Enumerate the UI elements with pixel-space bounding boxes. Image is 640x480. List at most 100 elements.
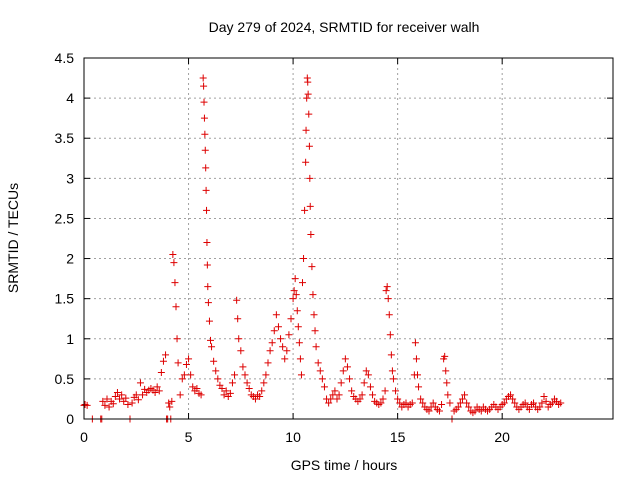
data-point bbox=[509, 395, 517, 403]
data-point bbox=[243, 379, 251, 387]
data-point bbox=[203, 239, 211, 247]
data-point bbox=[162, 351, 170, 359]
y-axis-label: SRMTID / TECUs bbox=[5, 183, 21, 293]
data-point bbox=[301, 206, 309, 214]
data-point bbox=[109, 400, 117, 408]
data-point bbox=[377, 399, 385, 407]
data-point bbox=[302, 126, 310, 134]
data-point bbox=[306, 202, 314, 210]
data-point bbox=[530, 399, 538, 407]
data-point bbox=[262, 371, 270, 379]
data-point bbox=[151, 389, 159, 397]
data-point bbox=[392, 387, 400, 395]
data-point bbox=[205, 317, 213, 325]
data-point bbox=[204, 299, 212, 307]
data-point bbox=[325, 399, 333, 407]
data-point bbox=[382, 287, 390, 295]
data-point bbox=[256, 393, 264, 401]
data-point bbox=[268, 339, 276, 347]
data-point bbox=[389, 375, 397, 383]
data-point bbox=[200, 98, 208, 106]
data-point bbox=[260, 379, 268, 387]
data-point bbox=[157, 368, 165, 376]
data-point bbox=[521, 399, 529, 407]
data-point bbox=[304, 78, 312, 86]
data-point bbox=[309, 291, 317, 299]
data-point bbox=[197, 391, 205, 399]
data-point bbox=[203, 261, 211, 269]
data-point bbox=[471, 407, 479, 415]
data-point bbox=[272, 311, 280, 319]
data-point bbox=[202, 186, 210, 194]
data-point bbox=[396, 399, 404, 407]
data-point bbox=[540, 393, 548, 401]
data-point bbox=[339, 367, 347, 375]
data-point bbox=[511, 399, 519, 407]
data-point bbox=[408, 399, 416, 407]
plot-frame bbox=[83, 57, 614, 420]
data-point bbox=[465, 403, 473, 411]
data-point bbox=[187, 371, 195, 379]
data-point bbox=[299, 279, 306, 287]
data-point bbox=[348, 387, 356, 395]
data-point bbox=[200, 82, 208, 90]
data-point bbox=[204, 283, 212, 291]
data-point bbox=[454, 403, 462, 411]
data-point bbox=[419, 399, 427, 407]
data-point bbox=[291, 275, 299, 283]
data-point bbox=[178, 375, 186, 383]
y-tick-label: 4.5 bbox=[55, 50, 75, 66]
data-point bbox=[381, 387, 389, 395]
data-point bbox=[289, 295, 297, 303]
data-point bbox=[429, 399, 437, 407]
data-point bbox=[463, 399, 471, 407]
data-point bbox=[362, 367, 370, 375]
data-point bbox=[220, 391, 228, 399]
data-point bbox=[538, 399, 546, 407]
data-point bbox=[308, 263, 316, 271]
data-point bbox=[118, 391, 126, 399]
data-point bbox=[300, 255, 308, 263]
data-point bbox=[189, 383, 197, 391]
data-point bbox=[444, 391, 452, 399]
data-point bbox=[296, 355, 304, 363]
data-point bbox=[173, 335, 181, 343]
data-point bbox=[124, 401, 132, 409]
data-point bbox=[128, 399, 136, 407]
data-point bbox=[402, 399, 410, 407]
data-point bbox=[446, 399, 454, 407]
data-point bbox=[311, 327, 319, 335]
data-point bbox=[557, 399, 565, 407]
data-point bbox=[235, 335, 243, 343]
data-point bbox=[435, 407, 443, 415]
data-point bbox=[310, 311, 318, 319]
data-point bbox=[83, 401, 91, 409]
data-point bbox=[329, 391, 337, 399]
data-point bbox=[366, 383, 374, 391]
data-point bbox=[306, 174, 314, 182]
data-point bbox=[316, 367, 324, 375]
data-point bbox=[139, 391, 147, 399]
data-point bbox=[507, 391, 515, 399]
data-point bbox=[388, 367, 396, 375]
data-point bbox=[101, 401, 109, 409]
data-point bbox=[417, 395, 425, 403]
data-point bbox=[155, 387, 163, 395]
data-point bbox=[103, 395, 111, 403]
data-point bbox=[343, 363, 351, 371]
data-point bbox=[283, 347, 291, 355]
data-point bbox=[304, 90, 312, 98]
data-point bbox=[200, 114, 208, 122]
data-point bbox=[165, 399, 173, 407]
data-point bbox=[122, 394, 130, 402]
data-point bbox=[226, 389, 234, 397]
data-point bbox=[212, 367, 220, 375]
data-point bbox=[251, 395, 259, 403]
data-point bbox=[199, 74, 207, 82]
data-point bbox=[193, 385, 201, 393]
data-point bbox=[113, 389, 121, 397]
y-tick-label: 0.5 bbox=[55, 371, 75, 387]
data-point bbox=[305, 110, 313, 118]
y-tick-label: 4 bbox=[66, 90, 74, 106]
